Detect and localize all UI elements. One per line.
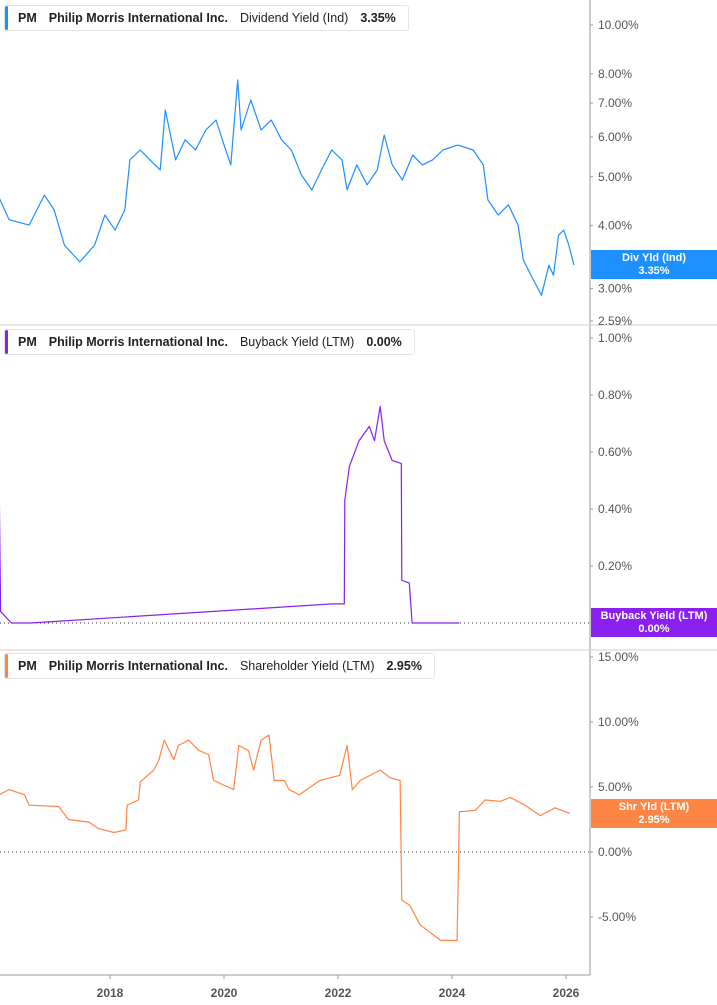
legend-ticker: PM — [18, 11, 37, 25]
legend-color-bar — [5, 6, 8, 30]
y-tick-label: 1.00% — [598, 331, 632, 345]
y-tick-label: 0.60% — [598, 445, 632, 459]
y-tick-label: 0.80% — [598, 388, 632, 402]
x-tick-label: 2026 — [553, 986, 580, 1000]
series-line-shareholder — [0, 734, 571, 942]
legend-value: 3.35% — [360, 11, 396, 25]
y-tick-label: 15.00% — [598, 650, 639, 664]
y-tick-label: 10.00% — [598, 715, 639, 729]
badge-title: Div Yld (Ind) — [622, 251, 686, 264]
legend-color-bar — [5, 330, 8, 354]
legend-value: 2.95% — [386, 659, 422, 673]
badge-title: Shr Yld (LTM) — [618, 800, 690, 813]
legend-metric: Shareholder Yield (LTM) — [239, 659, 375, 673]
y-tick-label: 0.00% — [598, 845, 632, 859]
y-tick-label: 0.40% — [598, 502, 632, 516]
legend-metric: Buyback Yield (LTM) — [239, 335, 355, 349]
y-tick-label: -5.00% — [598, 910, 636, 924]
x-tick-label: 2024 — [439, 986, 466, 1000]
legend-metric: Dividend Yield (Ind) — [239, 11, 349, 25]
y-tick-label: 10.00% — [598, 18, 639, 32]
y-tick-label: 3.00% — [598, 282, 632, 296]
badge-value: 3.35% — [638, 264, 670, 277]
y-tick-label: 6.00% — [598, 130, 632, 144]
legend-company: Philip Morris International Inc. — [48, 659, 228, 673]
y-tick-label: 8.00% — [598, 67, 632, 81]
legend-company: Philip Morris International Inc. — [48, 335, 228, 349]
legend-company: Philip Morris International Inc. — [48, 11, 228, 25]
y-tick-label: 5.00% — [598, 780, 632, 794]
legend-color-bar — [5, 654, 8, 678]
x-tick-label: 2018 — [97, 986, 124, 1000]
y-tick-label: 2.59% — [598, 314, 632, 328]
current-value-badge-buyback: Buyback Yield (LTM) 0.00% — [591, 608, 717, 637]
x-tick-label: 2020 — [211, 986, 238, 1000]
current-value-badge-dividend: Div Yld (Ind) 3.35% — [591, 249, 717, 279]
x-tick-label: 2022 — [325, 986, 352, 1000]
legend-dividend-yield: PM Philip Morris International Inc. Divi… — [4, 5, 409, 31]
legend-ticker: PM — [18, 335, 37, 349]
y-tick-label: 4.00% — [598, 219, 632, 233]
badge-title: Buyback Yield (LTM) — [600, 610, 708, 622]
legend-shareholder-yield: PM Philip Morris International Inc. Shar… — [4, 653, 435, 679]
legend-value: 0.00% — [366, 335, 402, 349]
series-line-dividend — [0, 79, 575, 296]
series-line-buyback — [0, 405, 460, 624]
y-tick-label: 5.00% — [598, 170, 632, 184]
y-tick-label: 7.00% — [598, 96, 632, 110]
legend-ticker: PM — [18, 659, 37, 673]
current-value-badge-shareholder: Shr Yld (LTM) 2.95% — [591, 798, 717, 828]
legend-buyback-yield: PM Philip Morris International Inc. Buyb… — [4, 329, 415, 355]
y-tick-label: 0.20% — [598, 559, 632, 573]
badge-value: 0.00% — [638, 623, 670, 635]
badge-value: 2.95% — [638, 813, 670, 826]
